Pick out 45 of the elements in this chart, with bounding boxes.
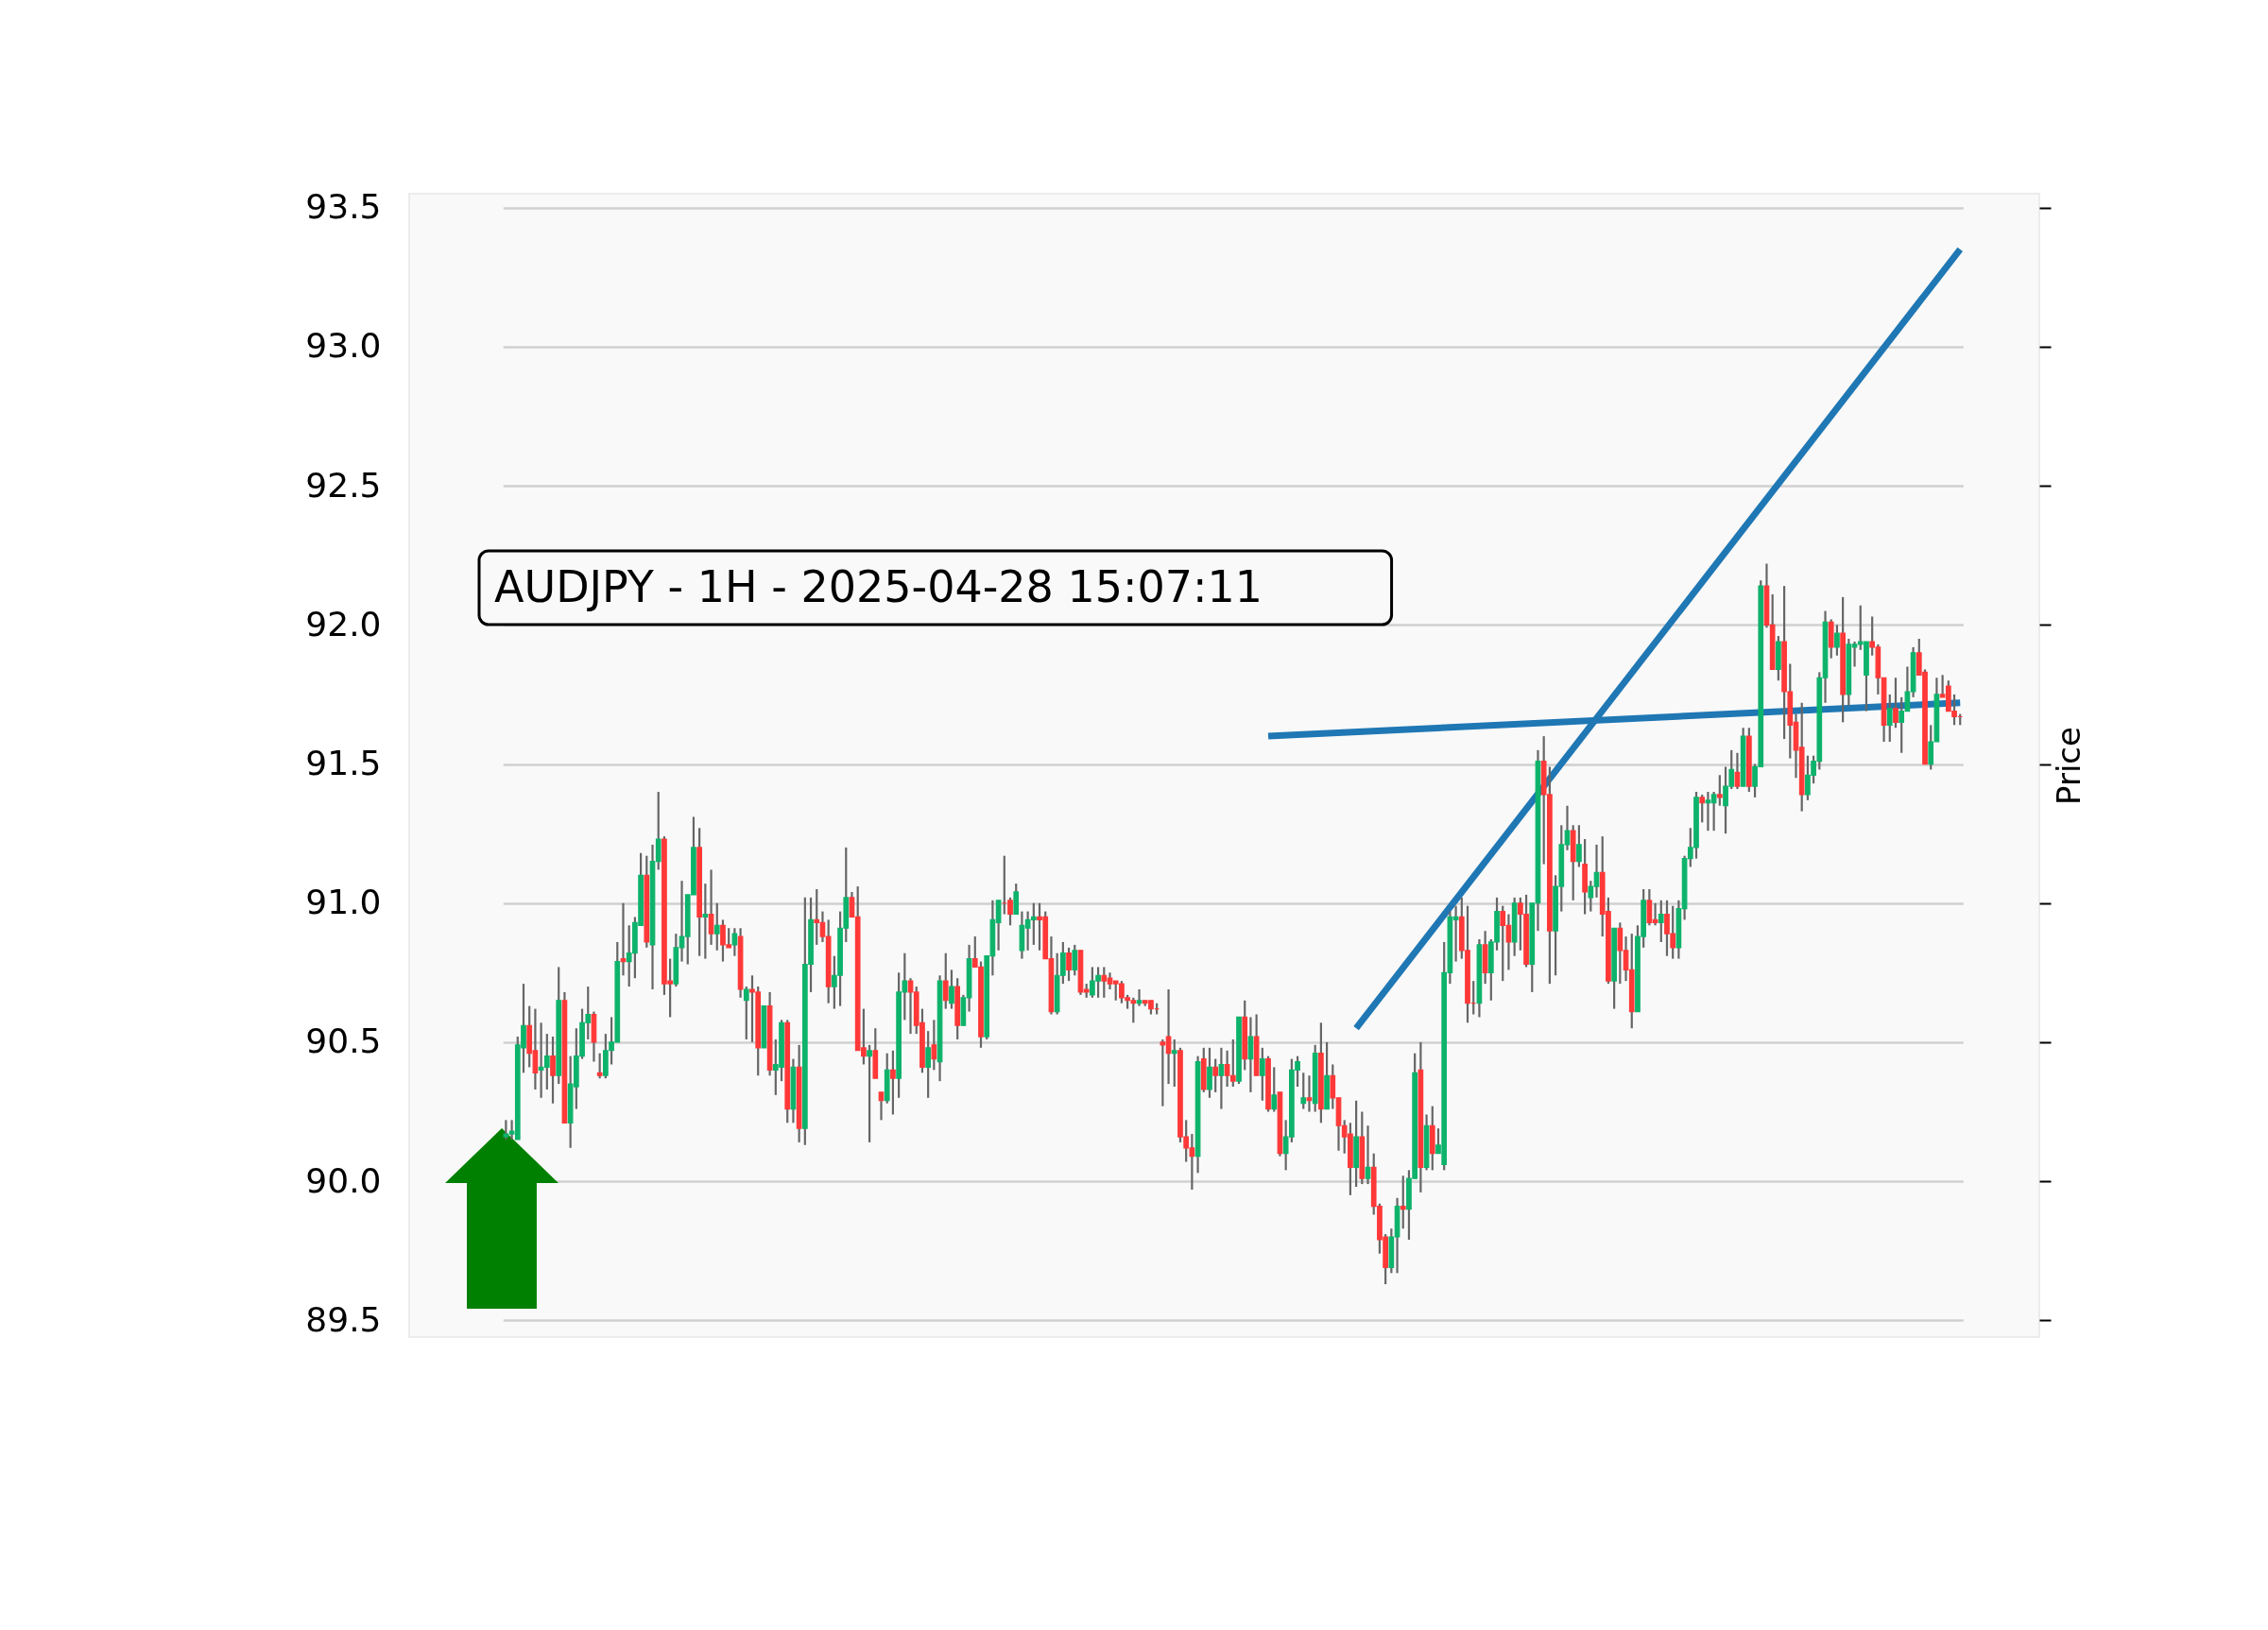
candlestick <box>1699 793 1706 824</box>
candlestick <box>867 1043 872 1144</box>
candlestick <box>713 901 720 952</box>
candlestick <box>1013 883 1020 916</box>
candlestick <box>1072 943 1078 977</box>
candlestick <box>1834 624 1840 657</box>
candlestick <box>620 901 627 977</box>
y-tick-label: 89.5 <box>305 1299 382 1339</box>
candlestick <box>1893 677 1899 729</box>
y-tick-label: 92.0 <box>305 604 382 643</box>
candlestick <box>931 1019 937 1072</box>
candlestick <box>1400 1175 1406 1230</box>
y-tick-label: 92.5 <box>305 465 382 505</box>
candlestick <box>1207 1046 1212 1099</box>
y-tick-label: 90.5 <box>305 1021 382 1061</box>
candlestick <box>1716 774 1723 807</box>
candlestick <box>1576 824 1582 868</box>
candlestick <box>1300 1072 1307 1110</box>
candlestick <box>1271 1066 1278 1113</box>
candlestick <box>743 985 749 1041</box>
y-tick-label: 91.5 <box>305 744 382 783</box>
candlestick <box>1306 1074 1313 1113</box>
candlestick <box>1658 899 1664 944</box>
candlestick <box>702 883 709 960</box>
candlestick <box>1886 693 1893 744</box>
candlestick <box>550 1035 556 1105</box>
candlestick <box>949 969 954 1010</box>
y-tick-label: 90.0 <box>305 1160 382 1200</box>
y-tick-label: 91.0 <box>305 883 382 922</box>
y-axis-title: Price <box>2049 727 2088 805</box>
candlestick <box>731 927 738 957</box>
candlestick <box>1218 1046 1225 1110</box>
candlestick <box>942 952 949 1010</box>
candlestick <box>1734 751 1741 791</box>
candlestick <box>1259 1046 1265 1102</box>
y-tick-label: 93.5 <box>305 187 382 227</box>
candlestick <box>1171 1038 1177 1089</box>
candlestick <box>1136 987 1143 1007</box>
candlestick <box>596 1052 603 1080</box>
candlestick <box>890 1049 896 1116</box>
candlestick <box>1066 946 1072 983</box>
y-tick-label: 93.0 <box>305 326 382 366</box>
text: AUDJPY - 1H - 2025-04-28 15:07:11 <box>494 561 1263 612</box>
candlestick <box>1212 1057 1219 1094</box>
candlestick <box>925 1030 931 1099</box>
